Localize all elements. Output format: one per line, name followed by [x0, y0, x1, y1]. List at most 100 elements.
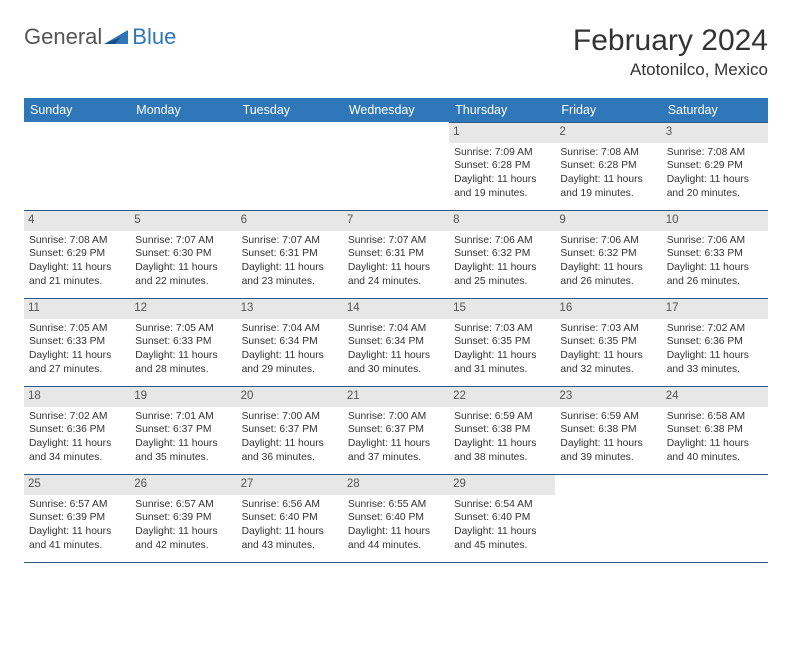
day-details: Sunrise: 7:00 AMSunset: 6:37 PMDaylight:…: [348, 410, 444, 466]
day-details: Sunrise: 7:06 AMSunset: 6:33 PMDaylight:…: [667, 234, 763, 290]
day-number: 28: [343, 475, 449, 495]
day-number: 10: [662, 211, 768, 231]
day-details: Sunrise: 7:01 AMSunset: 6:37 PMDaylight:…: [135, 410, 231, 466]
calendar-cell: 24 Sunrise: 6:58 AMSunset: 6:38 PMDayligh…: [662, 386, 768, 474]
day-details: Sunrise: 6:57 AMSunset: 6:39 PMDaylight:…: [135, 498, 231, 554]
day-details: Sunrise: 6:58 AMSunset: 6:38 PMDaylight:…: [667, 410, 763, 466]
calendar-cell: 16 Sunrise: 7:03 AMSunset: 6:35 PMDayligh…: [555, 298, 661, 386]
calendar-cell: 13 Sunrise: 7:04 AMSunset: 6:34 PMDayligh…: [237, 298, 343, 386]
day-number: 3: [662, 123, 768, 143]
calendar-cell: 19 Sunrise: 7:01 AMSunset: 6:37 PMDayligh…: [130, 386, 236, 474]
calendar-cell: 20 Sunrise: 7:00 AMSunset: 6:37 PMDayligh…: [237, 386, 343, 474]
calendar-cell: 15 Sunrise: 7:03 AMSunset: 6:35 PMDayligh…: [449, 298, 555, 386]
title-block: February 2024 Atotonilco, Mexico: [573, 24, 768, 80]
calendar-cell: 6 Sunrise: 7:07 AMSunset: 6:31 PMDaylight…: [237, 210, 343, 298]
calendar-cell: 21 Sunrise: 7:00 AMSunset: 6:37 PMDayligh…: [343, 386, 449, 474]
day-number: 13: [237, 299, 343, 319]
logo-triangle-icon: [104, 28, 130, 46]
calendar-cell: 9 Sunrise: 7:06 AMSunset: 6:32 PMDaylight…: [555, 210, 661, 298]
location-subtitle: Atotonilco, Mexico: [573, 60, 768, 80]
day-number: 29: [449, 475, 555, 495]
day-details: Sunrise: 7:03 AMSunset: 6:35 PMDaylight:…: [560, 322, 656, 378]
day-number: 19: [130, 387, 236, 407]
day-header: Tuesday: [237, 98, 343, 122]
calendar-cell: 23 Sunrise: 6:59 AMSunset: 6:38 PMDayligh…: [555, 386, 661, 474]
calendar-cell-blank: [130, 122, 236, 210]
calendar-cell-blank: [555, 474, 661, 562]
day-number: 12: [130, 299, 236, 319]
day-details: Sunrise: 6:59 AMSunset: 6:38 PMDaylight:…: [560, 410, 656, 466]
day-details: Sunrise: 7:03 AMSunset: 6:35 PMDaylight:…: [454, 322, 550, 378]
calendar-cell: 26 Sunrise: 6:57 AMSunset: 6:39 PMDayligh…: [130, 474, 236, 562]
calendar-cell: 5Sunrise: 7:07 AMSunset: 6:30 PMDaylight…: [130, 210, 236, 298]
day-header: Friday: [555, 98, 661, 122]
day-number: 7: [343, 211, 449, 231]
day-details: Sunrise: 7:09 AMSunset: 6:28 PMDaylight:…: [454, 146, 550, 202]
day-number: 24: [662, 387, 768, 407]
calendar-cell: 22Sunrise: 6:59 AMSunset: 6:38 PMDayligh…: [449, 386, 555, 474]
day-details: Sunrise: 7:07 AMSunset: 6:31 PMDaylight:…: [348, 234, 444, 290]
day-details: Sunrise: 7:00 AMSunset: 6:37 PMDaylight:…: [242, 410, 338, 466]
day-details: Sunrise: 7:06 AMSunset: 6:32 PMDaylight:…: [560, 234, 656, 290]
day-number: 27: [237, 475, 343, 495]
day-number: 11: [24, 299, 130, 319]
calendar-cell: 3 Sunrise: 7:08 AMSunset: 6:29 PMDaylight…: [662, 122, 768, 210]
day-details: Sunrise: 7:02 AMSunset: 6:36 PMDaylight:…: [667, 322, 763, 378]
day-number: 8: [449, 211, 555, 231]
calendar-cell: 12 Sunrise: 7:05 AMSunset: 6:33 PMDayligh…: [130, 298, 236, 386]
day-number: 26: [130, 475, 236, 495]
logo-text-blue: Blue: [132, 24, 176, 50]
day-number: 23: [555, 387, 661, 407]
day-details: Sunrise: 7:02 AMSunset: 6:36 PMDaylight:…: [29, 410, 125, 466]
day-number: 4: [24, 211, 130, 231]
calendar-cell: 27Sunrise: 6:56 AMSunset: 6:40 PMDayligh…: [237, 474, 343, 562]
calendar-day-headers: SundayMondayTuesdayWednesdayThursdayFrid…: [24, 98, 768, 122]
day-number: 20: [237, 387, 343, 407]
calendar-cell: 10 Sunrise: 7:06 AMSunset: 6:33 PMDayligh…: [662, 210, 768, 298]
day-details: Sunrise: 7:05 AMSunset: 6:33 PMDaylight:…: [29, 322, 125, 378]
day-number: 9: [555, 211, 661, 231]
calendar-cell: 29 Sunrise: 6:54 AMSunset: 6:40 PMDayligh…: [449, 474, 555, 562]
calendar-cell-blank: [662, 474, 768, 562]
calendar-cell: 18 Sunrise: 7:02 AMSunset: 6:36 PMDayligh…: [24, 386, 130, 474]
day-details: Sunrise: 6:54 AMSunset: 6:40 PMDaylight:…: [454, 498, 550, 554]
day-header: Thursday: [449, 98, 555, 122]
day-number: 15: [449, 299, 555, 319]
calendar-cell: 25Sunrise: 6:57 AMSunset: 6:39 PMDayligh…: [24, 474, 130, 562]
day-number: 18: [24, 387, 130, 407]
calendar-body: 1 Sunrise: 7:09 AMSunset: 6:28 PMDaylight…: [24, 122, 768, 650]
day-number: 6: [237, 211, 343, 231]
day-details: Sunrise: 7:08 AMSunset: 6:28 PMDaylight:…: [560, 146, 656, 202]
day-number: 25: [24, 475, 130, 495]
day-details: Sunrise: 6:55 AMSunset: 6:40 PMDaylight:…: [348, 498, 444, 554]
day-number: 17: [662, 299, 768, 319]
day-details: Sunrise: 7:04 AMSunset: 6:34 PMDaylight:…: [348, 322, 444, 378]
day-number: 16: [555, 299, 661, 319]
day-number: 21: [343, 387, 449, 407]
header: General Blue February 2024 Atotonilco, M…: [24, 24, 768, 80]
day-header: Sunday: [24, 98, 130, 122]
day-number: 1: [449, 123, 555, 143]
calendar-cell: 7 Sunrise: 7:07 AMSunset: 6:31 PMDaylight…: [343, 210, 449, 298]
calendar: SundayMondayTuesdayWednesdayThursdayFrid…: [24, 98, 768, 650]
calendar-cell: 28 Sunrise: 6:55 AMSunset: 6:40 PMDayligh…: [343, 474, 449, 562]
day-number: 14: [343, 299, 449, 319]
day-details: Sunrise: 7:08 AMSunset: 6:29 PMDaylight:…: [667, 146, 763, 202]
day-details: Sunrise: 6:59 AMSunset: 6:38 PMDaylight:…: [454, 410, 550, 466]
day-details: Sunrise: 7:06 AMSunset: 6:32 PMDaylight:…: [454, 234, 550, 290]
calendar-cell: 14 Sunrise: 7:04 AMSunset: 6:34 PMDayligh…: [343, 298, 449, 386]
calendar-cell-blank: [237, 122, 343, 210]
calendar-cell: 8 Sunrise: 7:06 AMSunset: 6:32 PMDaylight…: [449, 210, 555, 298]
page-title: February 2024: [573, 24, 768, 58]
day-details: Sunrise: 7:05 AMSunset: 6:33 PMDaylight:…: [135, 322, 231, 378]
day-details: Sunrise: 7:07 AMSunset: 6:31 PMDaylight:…: [242, 234, 338, 290]
day-details: Sunrise: 7:08 AMSunset: 6:29 PMDaylight:…: [29, 234, 125, 290]
calendar-cell-blank: [24, 122, 130, 210]
calendar-cell: 1 Sunrise: 7:09 AMSunset: 6:28 PMDaylight…: [449, 122, 555, 210]
day-number: 2: [555, 123, 661, 143]
day-details: Sunrise: 7:04 AMSunset: 6:34 PMDaylight:…: [242, 322, 338, 378]
calendar-cell: 4 Sunrise: 7:08 AMSunset: 6:29 PMDaylight…: [24, 210, 130, 298]
logo-text-general: General: [24, 24, 102, 50]
calendar-cell: 11 Sunrise: 7:05 AMSunset: 6:33 PMDayligh…: [24, 298, 130, 386]
day-header: Wednesday: [343, 98, 449, 122]
